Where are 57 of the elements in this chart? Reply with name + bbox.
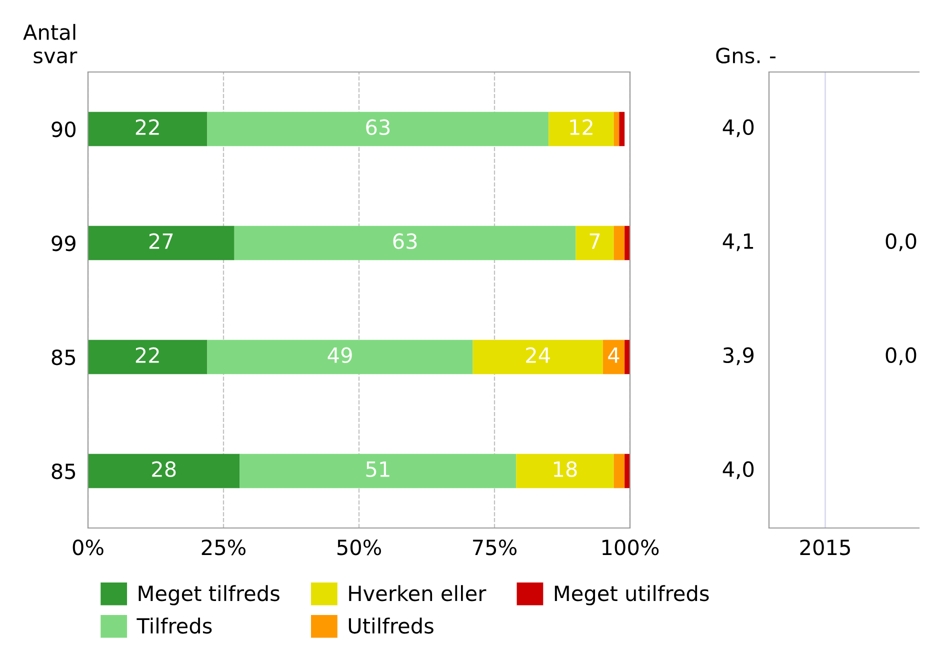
- data-label: 7: [590, 234, 600, 249]
- text: 0,0: [886, 233, 916, 252]
- text: 4,1: [722, 234, 754, 252]
- bar: [240, 454, 516, 488]
- data-label: 22: [136, 347, 159, 363]
- y-tick-label: 85: [52, 463, 76, 480]
- y-tick-label: 85: [52, 349, 76, 366]
- text: Gns.: [716, 48, 760, 64]
- text: 4,0: [722, 461, 754, 480]
- bar: [614, 454, 625, 488]
- legend-label: Meget utilfreds: [554, 585, 709, 606]
- text: 3,9: [723, 347, 754, 366]
- bar: [619, 112, 625, 146]
- y-tick-label: 90: [52, 121, 76, 138]
- data-label: 63: [393, 233, 417, 250]
- text: 0,0: [886, 347, 916, 366]
- y-axis-title: Antal svar: [23, 24, 78, 64]
- y-tick-label: 99: [52, 235, 76, 252]
- bar: [602, 340, 625, 374]
- bar: [88, 226, 234, 260]
- x-tick-label: 100%: [602, 539, 659, 556]
- x-tick-label: 0%: [72, 539, 104, 556]
- bar: [207, 340, 473, 374]
- data-label: 18: [554, 461, 577, 478]
- text: -: [770, 56, 776, 58]
- bar: [207, 112, 549, 146]
- bar: [624, 340, 630, 374]
- data-label: 27: [149, 233, 173, 249]
- bar: [88, 454, 240, 488]
- legend-label: Utilfreds: [348, 618, 434, 634]
- legend-label: Tilfreds: [136, 618, 212, 634]
- category-label: 2015: [800, 539, 850, 556]
- bar: [548, 112, 614, 146]
- x-tick-label: 25%: [202, 539, 246, 556]
- data-label: 28: [152, 461, 176, 478]
- bar: [614, 226, 625, 260]
- text: 4,0: [722, 119, 754, 138]
- x-tick-label: 75%: [473, 539, 517, 556]
- data-label: 24: [526, 347, 550, 363]
- x-tick-label: 50%: [337, 539, 382, 556]
- bar: [576, 226, 614, 260]
- data-label: 49: [328, 347, 352, 364]
- bar: [88, 340, 208, 374]
- bar: [624, 454, 630, 488]
- data-label: 63: [366, 119, 390, 136]
- data-label: 22: [136, 119, 159, 135]
- bar: [234, 226, 576, 260]
- legend-label: Meget tilfreds: [138, 585, 280, 606]
- bar: [472, 340, 603, 374]
- data-label: 4: [608, 348, 620, 363]
- legend-label: Hverken eller: [349, 585, 486, 602]
- bar: [88, 112, 208, 146]
- bar: [614, 112, 620, 146]
- bar: [624, 226, 630, 260]
- data-label: 12: [570, 119, 592, 135]
- bar: [516, 454, 614, 488]
- data-label: 51: [366, 462, 390, 478]
